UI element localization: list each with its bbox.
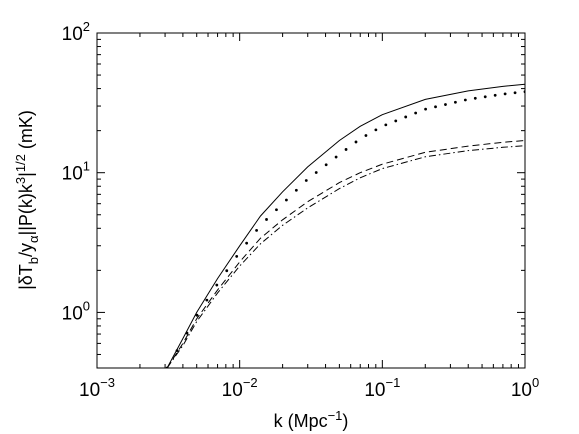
x-tick-label: 10−1: [364, 375, 400, 401]
series-dot-point: [503, 92, 507, 96]
series-dot-point: [473, 96, 477, 100]
series-line-dashed: [166, 140, 525, 368]
series-dot-point: [463, 98, 467, 102]
tick-labels: 10−3 10−2 10−1 100 100 101 102: [62, 19, 540, 401]
series-dot-point: [215, 283, 219, 287]
series-dot-point: [294, 188, 298, 192]
x-tick-label: 10−3: [79, 375, 115, 401]
series-dot-point: [245, 241, 249, 245]
series-dot-point: [404, 115, 408, 119]
series-dot-point: [444, 103, 447, 106]
series-dot-point: [454, 100, 457, 104]
series-dot-point: [225, 269, 229, 273]
series-dot-point: [175, 349, 179, 353]
x-tick-label: 10−2: [222, 375, 258, 401]
series-dot-point: [434, 105, 437, 109]
series-dot-point: [285, 198, 288, 202]
series-dot-point: [304, 179, 308, 182]
series-dot-point: [205, 298, 209, 302]
y-tick-label: 102: [62, 19, 90, 45]
series-lines: [165, 83, 525, 368]
axis-ticks: [96, 33, 525, 369]
x-tick-label: 100: [511, 375, 539, 401]
series-dot-point: [374, 128, 378, 132]
series-dot-point: [185, 331, 189, 335]
series-dot-point: [195, 313, 199, 317]
series-dot-point: [483, 95, 487, 99]
series-dot-point: [493, 93, 497, 97]
series-dot-point: [324, 163, 328, 167]
series-dot-point: [513, 91, 517, 95]
series-dot-point: [414, 111, 418, 115]
series-dot-point: [275, 208, 278, 212]
plot-frame: [96, 32, 526, 369]
series-dot-point: [265, 218, 268, 221]
x-axis-label-exp: −1: [328, 408, 343, 423]
series-dot-point: [344, 148, 348, 151]
series-dot-point: [424, 107, 427, 111]
y-axis-label: |δTb/yα||P(k)k3|1/2 (mK): [13, 110, 41, 290]
series-dot-point: [255, 229, 258, 232]
y-tick-label: 101: [62, 159, 90, 185]
x-axis-label: k (Mpc−1): [274, 408, 349, 431]
series-dot-point: [354, 140, 358, 144]
series-line-solid: [166, 83, 525, 368]
series-dot-point: [235, 255, 239, 258]
series-dot-point: [314, 171, 318, 174]
series-dot-point: [364, 134, 368, 137]
series-dot-point: [384, 123, 388, 127]
y-tick-label: 100: [62, 298, 90, 324]
series-dot-point: [394, 119, 398, 123]
series-dot-point: [334, 155, 338, 159]
series-dot-point: [523, 90, 525, 94]
series-line-dashdot: [166, 145, 525, 368]
